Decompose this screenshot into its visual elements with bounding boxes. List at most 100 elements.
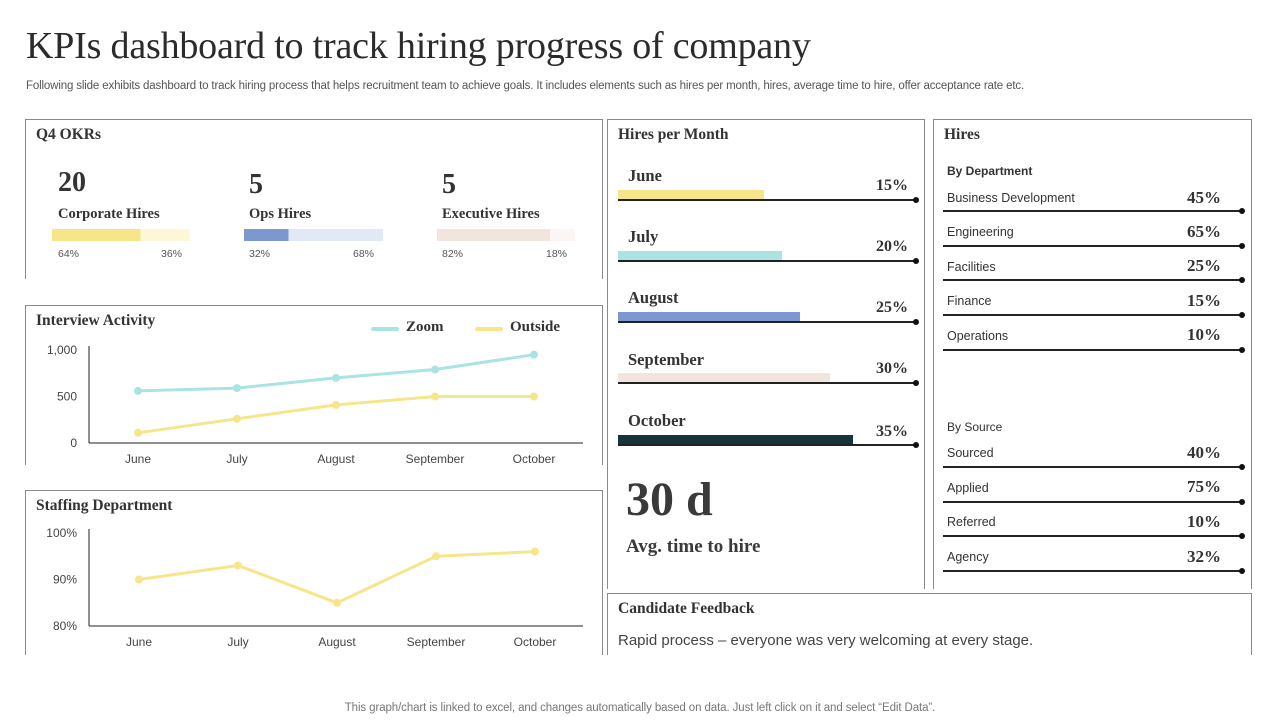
hpm-pct-label: 25% bbox=[876, 299, 908, 316]
y-tick-label: 80% bbox=[53, 619, 77, 633]
data-point bbox=[530, 350, 538, 359]
hires-title: Hires bbox=[944, 126, 980, 143]
hires-per-month-title: Hires per Month bbox=[618, 126, 729, 143]
source-divider bbox=[943, 466, 1241, 468]
data-point bbox=[432, 552, 440, 561]
data-point bbox=[135, 575, 143, 584]
department-divider bbox=[943, 210, 1241, 212]
x-tick-label: July bbox=[227, 635, 248, 649]
page-subtitle: Following slide exhibits dashboard to tr… bbox=[26, 80, 1025, 92]
department-dot bbox=[1239, 277, 1245, 283]
okr-ops-remaining: 68% bbox=[353, 248, 375, 260]
hpm-month-label: June bbox=[628, 166, 662, 185]
candidate-feedback-title: Candidate Feedback bbox=[618, 600, 755, 617]
x-tick-label: October bbox=[514, 635, 557, 649]
hpm-month-label: August bbox=[628, 288, 679, 307]
source-divider bbox=[943, 570, 1241, 572]
hpm-bar bbox=[618, 190, 764, 200]
source-pct: 10% bbox=[1187, 512, 1221, 531]
okr-ops-bar bbox=[244, 229, 383, 241]
okr-corporate-value: 20 bbox=[58, 167, 86, 198]
by-department-label: By Department bbox=[947, 164, 1033, 178]
hpm-baseline bbox=[618, 260, 916, 262]
hpm-baseline bbox=[618, 444, 916, 446]
hpm-month-label: September bbox=[628, 350, 705, 369]
hpm-baseline bbox=[618, 199, 916, 201]
department-dot bbox=[1239, 347, 1245, 353]
department-name: Business Development bbox=[947, 191, 1075, 205]
y-tick-label: 100% bbox=[46, 526, 77, 540]
hpm-bar bbox=[618, 312, 800, 322]
hpm-end-dot bbox=[913, 197, 919, 203]
footnote: This graph/chart is linked to excel, and… bbox=[344, 702, 936, 714]
hpm-bar bbox=[618, 251, 782, 261]
legend-outside-label: Outside bbox=[510, 319, 561, 335]
department-pct: 15% bbox=[1187, 291, 1221, 310]
source-pct: 75% bbox=[1187, 477, 1221, 496]
okr-executive-value: 5 bbox=[442, 169, 456, 200]
y-tick-label: 0 bbox=[70, 436, 77, 450]
source-dot bbox=[1239, 464, 1245, 470]
source-pct: 40% bbox=[1187, 443, 1221, 462]
interview-activity-chart: 0 500 1,000 June July August September October bbox=[47, 343, 583, 466]
hpm-pct-label: 35% bbox=[876, 423, 908, 440]
data-point bbox=[431, 365, 439, 374]
department-divider bbox=[943, 314, 1241, 316]
source-dot bbox=[1239, 533, 1245, 539]
x-tick-label: June bbox=[126, 635, 152, 649]
data-point bbox=[234, 561, 242, 570]
okr-corporate-bar bbox=[52, 229, 190, 241]
hpm-pct-label: 20% bbox=[876, 238, 908, 255]
series-line-0 bbox=[138, 550, 536, 605]
okrs-panel: Q4 OKRs 20 Corporate Hires 64% 36% 5 Ops… bbox=[25, 119, 603, 279]
source-dot bbox=[1239, 499, 1245, 505]
hpm-month-label: July bbox=[628, 227, 659, 246]
data-point bbox=[333, 598, 341, 607]
x-tick-label: June bbox=[125, 452, 151, 466]
interview-activity-panel: Interview Activity Zoom Outside bbox=[25, 305, 603, 465]
hpm-baseline bbox=[618, 382, 916, 384]
candidate-feedback-panel: Candidate Feedback Rapid process – every… bbox=[607, 593, 1252, 655]
source-name: Applied bbox=[947, 481, 989, 495]
department-name: Operations bbox=[947, 329, 1009, 343]
department-divider bbox=[943, 279, 1241, 281]
hpm-baseline bbox=[618, 321, 916, 323]
y-tick-label: 90% bbox=[53, 573, 77, 587]
department-name: Finance bbox=[947, 294, 992, 308]
interview-activity-title: Interview Activity bbox=[36, 312, 156, 329]
data-point bbox=[531, 547, 539, 556]
department-divider bbox=[943, 349, 1241, 351]
department-pct: 10% bbox=[1187, 325, 1221, 344]
department-pct: 45% bbox=[1187, 188, 1221, 207]
y-tick-label: 1,000 bbox=[47, 343, 77, 357]
avg-time-to-hire-value: 30 d bbox=[626, 473, 713, 526]
hires-panel: Hires By Department Business Development… bbox=[933, 119, 1252, 589]
okr-corporate-label: Corporate Hires bbox=[58, 206, 160, 222]
okr-ops-value: 5 bbox=[249, 169, 263, 200]
okr-executive-remaining: 18% bbox=[546, 248, 568, 260]
hpm-end-dot bbox=[913, 258, 919, 264]
legend-zoom-label: Zoom bbox=[406, 319, 444, 335]
y-tick-label: 500 bbox=[57, 390, 77, 404]
staffing-department-panel: Staffing Department bbox=[25, 490, 603, 655]
source-pct: 32% bbox=[1187, 547, 1221, 566]
data-point bbox=[530, 392, 538, 401]
okr-executive-label: Executive Hires bbox=[442, 206, 540, 222]
data-point bbox=[233, 414, 241, 423]
series-line-zoom bbox=[137, 353, 535, 393]
department-name: Engineering bbox=[947, 225, 1014, 239]
hpm-bar bbox=[618, 435, 853, 445]
department-name: Facilities bbox=[947, 260, 996, 274]
source-name: Referred bbox=[947, 515, 996, 529]
hpm-end-dot bbox=[913, 380, 919, 386]
department-dot bbox=[1239, 243, 1245, 249]
staffing-department-chart: 80% 90% 100% June July August September October bbox=[46, 526, 583, 649]
data-point bbox=[134, 428, 142, 437]
data-point bbox=[233, 384, 241, 393]
okr-corporate-remaining: 36% bbox=[161, 248, 183, 260]
staffing-department-title: Staffing Department bbox=[36, 497, 173, 514]
x-tick-label: August bbox=[317, 452, 355, 466]
by-source-label: By Source bbox=[947, 420, 1003, 434]
x-tick-label: September bbox=[406, 452, 465, 466]
data-point bbox=[332, 400, 340, 409]
